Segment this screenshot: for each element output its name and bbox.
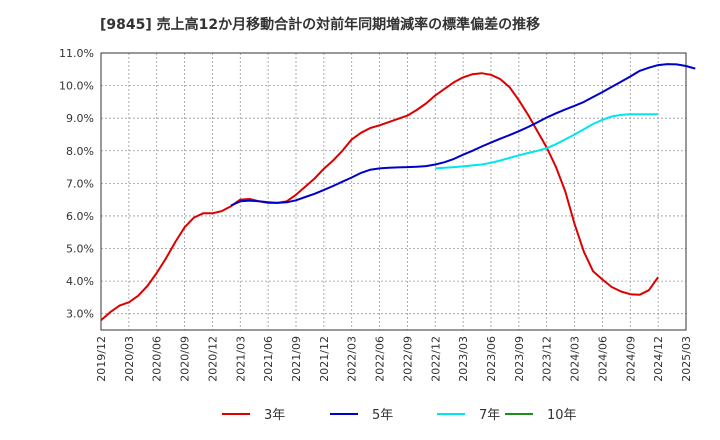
x-tick-label: 2019/12: [95, 336, 108, 382]
y-tick-label: 3.0%: [66, 308, 94, 321]
x-tick-label: 2021/06: [262, 336, 275, 382]
x-tick-label: 2022/03: [346, 336, 359, 382]
y-tick-label: 8.0%: [66, 145, 94, 158]
x-tick-label: 2022/12: [429, 336, 442, 382]
x-tick-label: 2020/03: [123, 336, 136, 382]
x-tick-label: 2021/09: [290, 336, 303, 382]
series-line-7年: [435, 113, 659, 170]
y-tick-label: 11.0%: [59, 47, 94, 60]
x-tick-label: 2023/06: [485, 336, 498, 382]
y-tick-label: 6.0%: [66, 210, 94, 223]
x-tick-label: 2022/06: [374, 336, 387, 382]
x-tick-label: 2024/12: [652, 336, 665, 382]
x-tick-label: 2020/06: [151, 336, 164, 382]
plot-border: [100, 52, 687, 331]
x-tick-label: 2025/03: [680, 336, 693, 382]
x-tick-label: 2021/12: [318, 336, 331, 382]
y-tick-label: 7.0%: [66, 177, 94, 190]
legend-label-5年: 5年: [372, 408, 393, 423]
x-tick-label: 2024/09: [624, 336, 637, 382]
x-tick-label: 2024/06: [596, 336, 609, 382]
x-tick-label: 2022/09: [401, 336, 414, 382]
x-tick-label: 2023/03: [457, 336, 470, 382]
x-tick-label: 2020/09: [179, 336, 192, 382]
y-tick-label: 10.0%: [59, 80, 94, 93]
chart-title: [9845] 売上高12か月移動合計の対前年同期増減率の標準偏差の推移: [100, 17, 541, 33]
y-tick-label: 4.0%: [66, 275, 94, 288]
legend-label-10年: 10年: [547, 408, 577, 423]
x-tick-label: 2021/03: [234, 336, 247, 382]
x-tick-label: 2024/03: [569, 336, 582, 382]
x-tick-label: 2023/12: [541, 336, 554, 382]
series-line-5年: [230, 63, 696, 207]
series-line-3年: [100, 72, 659, 321]
x-tick-label: 2020/12: [206, 336, 219, 382]
y-tick-label: 5.0%: [66, 243, 94, 256]
y-tick-label: 9.0%: [66, 112, 94, 125]
x-tick-label: 2023/09: [513, 336, 526, 382]
legend-label-7年: 7年: [479, 408, 500, 423]
legend-label-3年: 3年: [264, 408, 285, 423]
